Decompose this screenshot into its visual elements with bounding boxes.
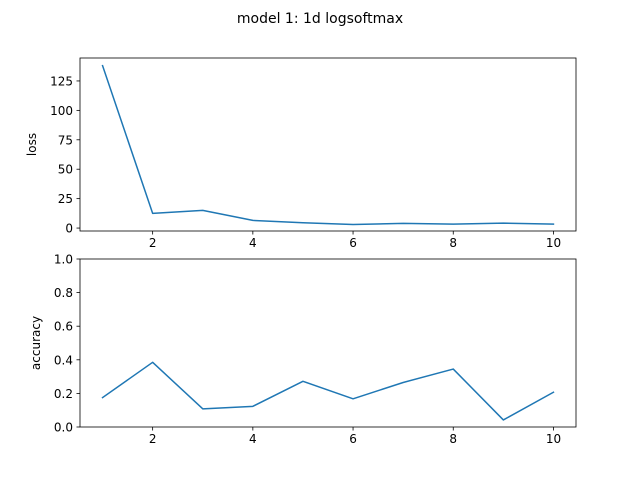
- loss-x-tick-label: 2: [149, 236, 157, 250]
- accuracy-y-tick-label: 1.0: [54, 253, 73, 267]
- loss-x-tick-label: 6: [349, 236, 357, 250]
- accuracy-x-tick-label: 8: [449, 432, 457, 446]
- loss-y-axis-label: loss: [25, 133, 39, 156]
- loss-axes-frame: [79, 57, 577, 232]
- loss-x-tick-label: 8: [449, 236, 457, 250]
- figure-title: model 1: 1d logsoftmax: [237, 11, 403, 27]
- accuracy-y-tick-label: 0.8: [54, 286, 73, 300]
- accuracy-x-tick-label: 6: [349, 432, 357, 446]
- loss-y-tick-label: 50: [58, 163, 73, 177]
- accuracy-y-axis-label: accuracy: [29, 316, 43, 370]
- loss-y-tick-label: 0: [65, 222, 73, 236]
- accuracy-series-line: [101, 361, 555, 421]
- accuracy-y-tick-label: 0.4: [54, 353, 73, 367]
- loss-series-line: [101, 64, 555, 226]
- accuracy-x-tick-label: 10: [546, 432, 561, 446]
- accuracy-x-tick-label: 2: [149, 432, 157, 446]
- accuracy-y-tick-label: 0.0: [54, 421, 73, 435]
- accuracy-subplot: 2 4 6 8 10 0.0 0.2 0.4 0.6 0.8 1.0 accuracy: [29, 253, 577, 446]
- loss-x-tick-label: 10: [546, 236, 561, 250]
- accuracy-y-tick-label: 0.2: [54, 387, 73, 401]
- loss-y-tick-label: 125: [50, 74, 73, 88]
- loss-y-tick-label: 75: [58, 133, 73, 147]
- accuracy-y-tick-label: 0.6: [54, 320, 73, 334]
- accuracy-x-tick-label: 4: [249, 432, 257, 446]
- accuracy-axes-frame: [79, 258, 577, 428]
- loss-x-tick-label: 4: [249, 236, 257, 250]
- loss-y-tick-label: 25: [58, 192, 73, 206]
- loss-y-tick-label: 100: [50, 104, 73, 118]
